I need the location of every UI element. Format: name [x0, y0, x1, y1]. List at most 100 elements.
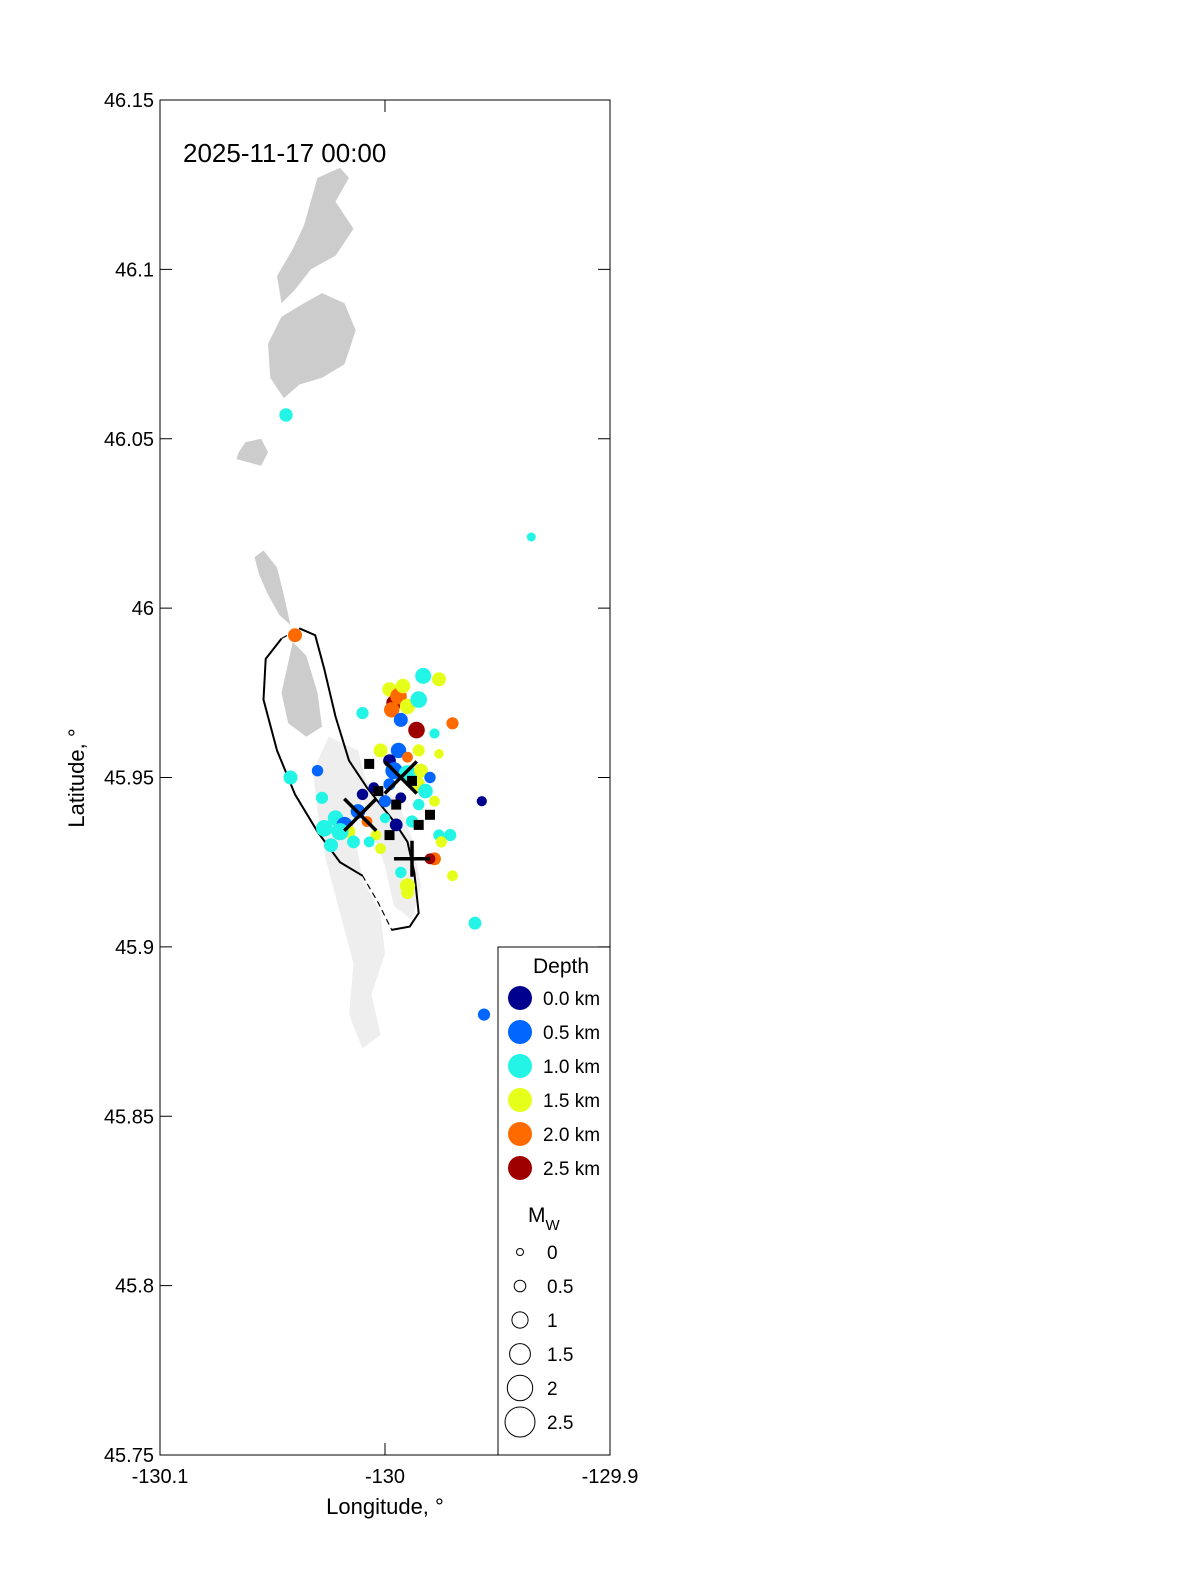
- earthquake-point: [402, 751, 413, 763]
- instrument-square-marker: [373, 786, 384, 797]
- y-tick-label: 46: [132, 598, 154, 620]
- map-timestamp: 2025-11-17 00:00: [183, 138, 386, 168]
- earthquake-point: [412, 744, 425, 757]
- axis-ticks: 45.75 45.8 45.85 45.9 45.95 46 46.05 46.1 46.15 -…: [104, 90, 638, 1488]
- earthquake-point: [390, 742, 407, 759]
- earthquake-point: [279, 408, 293, 422]
- earthquake-point: [432, 672, 446, 687]
- legend-magnitude-swatch: [509, 1343, 531, 1365]
- earthquake-point: [410, 691, 428, 708]
- x-marker: [383, 760, 418, 795]
- x-tick-label: -130.1: [132, 1466, 189, 1488]
- legend-depth-swatch: [508, 1156, 532, 1180]
- legend-depth-label: 0.0 km: [543, 989, 600, 1010]
- legend-magnitude-title: MW: [528, 1204, 561, 1234]
- earthquake-point: [444, 829, 457, 842]
- earthquake-point: [429, 728, 440, 739]
- earthquake-point: [315, 791, 329, 804]
- legend-depth-label: 0.5 km: [543, 1023, 600, 1044]
- instrument-square-marker: [407, 775, 417, 786]
- earthquake-point: [331, 823, 349, 841]
- legend-magnitude-label: 0.5: [547, 1277, 573, 1298]
- x-marker: [343, 797, 378, 833]
- land-area: [268, 293, 356, 399]
- legend-depth-label: 2.0 km: [543, 1125, 600, 1146]
- earthquake-point: [447, 870, 458, 882]
- y-tick-label: 46.05: [104, 429, 154, 451]
- earthquake-point: [393, 712, 408, 727]
- legend-magnitude-swatch: [511, 1311, 529, 1329]
- earthquake-point: [401, 886, 414, 900]
- legend: Depth 0.0 km 0.5 km 1.0 km 1.5 km 2.0 km 2.5 …: [497, 946, 611, 1456]
- instrument-square-marker: [364, 758, 375, 769]
- legend-depth-swatch: [508, 1054, 532, 1078]
- earthquake-point: [468, 916, 482, 930]
- earthquake-point: [413, 798, 425, 811]
- legend-magnitude-label: 0: [547, 1243, 558, 1264]
- legend-magnitude-label: 2: [547, 1379, 558, 1400]
- earthquake-point: [356, 707, 369, 720]
- earthquake-point: [477, 1008, 491, 1021]
- legend-magnitude-swatch: [516, 1248, 524, 1256]
- legend-magnitude-swatch: [506, 1374, 534, 1402]
- legend-depth-swatch: [508, 1020, 532, 1044]
- earthquake-point: [311, 765, 324, 777]
- earthquake-point: [370, 829, 382, 841]
- y-tick-label: 45.75: [104, 1445, 154, 1467]
- legend-depth-title: Depth: [533, 955, 589, 978]
- land-area: [281, 642, 322, 737]
- legend-magnitude-title-main: M: [528, 1204, 546, 1227]
- x-tick-label: -129.9: [582, 1466, 639, 1488]
- earthquake-point: [415, 667, 432, 684]
- earthquake-point: [429, 795, 440, 807]
- land-area: [277, 167, 354, 304]
- earthquake-point: [526, 532, 536, 542]
- legend-depth-label: 1.0 km: [543, 1057, 600, 1078]
- instrument-square-marker: [425, 809, 435, 820]
- y-tick-label: 45.95: [104, 768, 154, 790]
- earthquake-point: [283, 770, 298, 785]
- earthquake-point: [435, 836, 447, 848]
- earthquake-point: [288, 628, 302, 643]
- earthquake-point: [378, 795, 392, 808]
- earthquake-point: [347, 835, 360, 849]
- legend-depth-label: 1.5 km: [543, 1091, 600, 1112]
- earthquake-point: [375, 843, 386, 854]
- earthquake-point: [363, 836, 375, 848]
- y-tick-label: 46.15: [104, 90, 154, 112]
- legend-magnitude-items: 0 0.5 1 1.5 2 2.5: [504, 1243, 573, 1438]
- y-tick-label: 46.1: [115, 259, 154, 281]
- y-tick-label: 45.9: [115, 937, 154, 959]
- y-tick-label: 45.8: [115, 1276, 154, 1298]
- legend-depth-swatch: [508, 1088, 532, 1112]
- earthquake-point: [324, 838, 338, 853]
- earthquake-point: [395, 678, 411, 694]
- x-axis-label: Longitude, °: [326, 1494, 444, 1519]
- instrument-square-marker: [384, 830, 395, 841]
- earthquake-point: [414, 763, 428, 778]
- y-tick-label: 45.85: [104, 1106, 154, 1128]
- earthquake-point: [379, 813, 391, 824]
- plus-marker: [394, 840, 430, 877]
- legend-depth-swatch: [508, 1122, 532, 1146]
- earthquake-point: [373, 743, 388, 758]
- legend-magnitude-label: 2.5: [547, 1413, 573, 1434]
- instrument-square-marker: [413, 819, 424, 830]
- legend-depth-items: 0.0 km 0.5 km 1.0 km 1.5 km 2.0 km 2.5 km: [508, 986, 600, 1180]
- legend-depth-label: 2.5 km: [543, 1159, 600, 1180]
- earthquake-point: [424, 771, 436, 784]
- earthquake-point: [395, 866, 407, 879]
- legend-magnitude-swatch: [513, 1279, 527, 1293]
- earthquake-point: [384, 702, 400, 718]
- earthquake-point: [418, 783, 433, 799]
- instrument-markers-layer: [343, 758, 435, 877]
- legend-magnitude-label: 1: [547, 1311, 558, 1332]
- earthquake-point: [316, 820, 333, 837]
- y-axis-label: Latitude, °: [64, 728, 89, 827]
- instrument-square-marker: [391, 799, 402, 810]
- earthquake-point: [446, 717, 459, 730]
- land-area: [254, 550, 291, 626]
- earthquake-point: [408, 721, 425, 739]
- x-tick-label: -130: [365, 1466, 405, 1488]
